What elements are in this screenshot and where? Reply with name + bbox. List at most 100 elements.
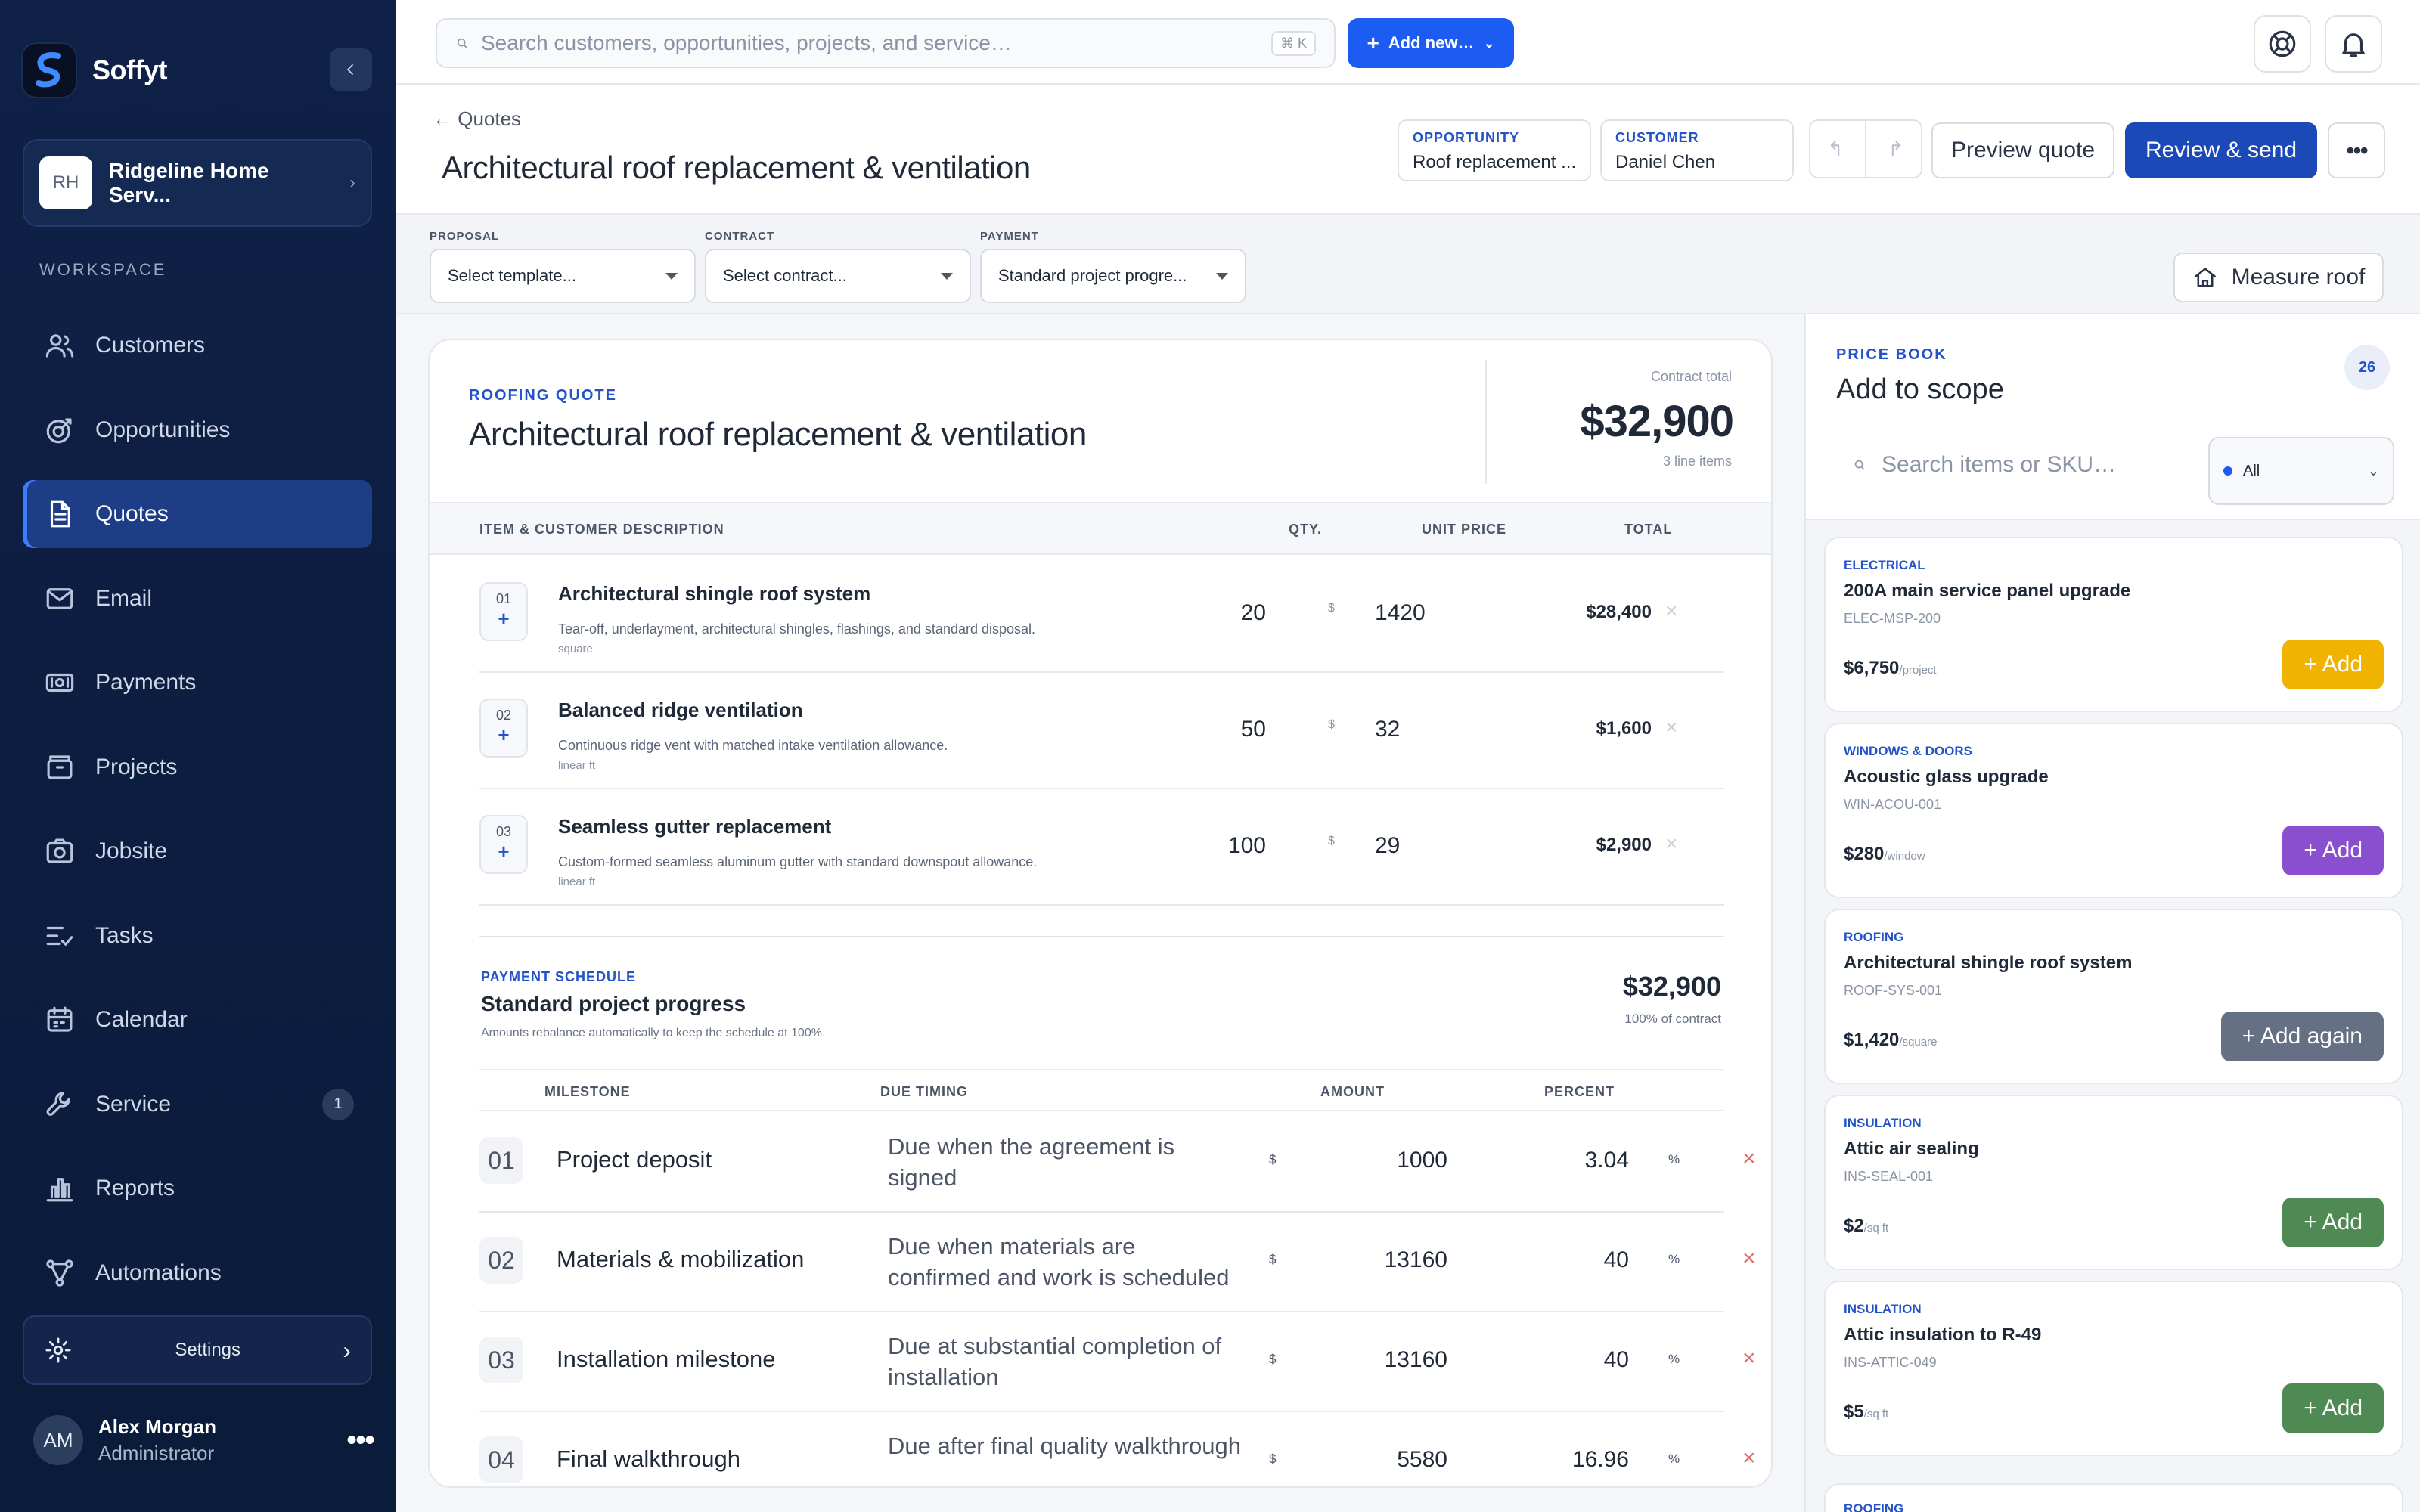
help-button[interactable] <box>2254 15 2311 73</box>
percent-symbol: % <box>1668 1352 1680 1366</box>
item-price-value: $1,420 <box>1844 1030 1900 1050</box>
review-send-button[interactable]: Review & send <box>2125 122 2317 178</box>
due-timing-input[interactable]: Due when materials are confirmed and wor… <box>888 1233 1230 1290</box>
collapse-sidebar-button[interactable] <box>330 48 372 91</box>
quantity-input[interactable]: 50 <box>1240 717 1266 742</box>
sidebar-item-projects[interactable]: Projects <box>23 733 372 801</box>
price-book-item: ROOFING <box>1824 1483 2403 1512</box>
line-item-description[interactable]: Tear-off, underlayment, architectural sh… <box>558 621 1036 637</box>
percent-input[interactable]: 40 <box>1603 1247 1629 1272</box>
line-item-description[interactable]: Custom-formed seamless aluminum gutter w… <box>558 854 1038 869</box>
settings-button[interactable]: Settings › <box>23 1315 372 1385</box>
line-item-name[interactable]: Balanced ridge ventilation <box>558 699 803 721</box>
amount-input[interactable]: 13160 <box>1384 1247 1447 1272</box>
sidebar-item-payments[interactable]: Payments <box>23 649 372 717</box>
sidebar-item-label: Automations <box>95 1259 222 1285</box>
add-item-button[interactable]: + Add <box>2282 1383 2384 1433</box>
more-actions-button[interactable]: ••• <box>2328 122 2385 178</box>
divider <box>1485 360 1487 484</box>
remove-milestone-icon[interactable]: × <box>1742 1346 1756 1371</box>
category-filter-select[interactable]: All ⌄ <box>2208 437 2394 505</box>
milestone-name-input[interactable]: Final walkthrough <box>557 1445 740 1472</box>
sidebar-item-service[interactable]: Service 1 <box>23 1070 372 1139</box>
due-timing-input[interactable]: Due at substantial completion of install… <box>888 1333 1222 1390</box>
add-item-button[interactable]: + Add <box>2282 1198 2384 1247</box>
sidebar-item-customers[interactable]: Customers <box>23 311 372 380</box>
milestone-name-input[interactable]: Installation milestone <box>557 1346 776 1372</box>
notifications-button[interactable] <box>2325 15 2382 73</box>
remove-milestone-icon[interactable]: × <box>1742 1146 1756 1171</box>
briefcase-icon <box>47 754 73 779</box>
redo-button[interactable] <box>1865 119 1922 178</box>
sidebar-item-automations[interactable]: Automations <box>23 1239 372 1307</box>
payment-select[interactable]: PAYMENT Standard project progre... <box>980 230 1246 303</box>
cash-icon <box>45 673 74 692</box>
bar-chart-icon <box>46 1178 73 1202</box>
line-number[interactable]: 03 + <box>479 815 528 874</box>
user-profile[interactable]: AM Alex Morgan Administrator ••• <box>33 1415 375 1465</box>
sidebar-item-opportunities[interactable]: Opportunities <box>23 396 372 464</box>
amount-input[interactable]: 1000 <box>1397 1148 1447 1173</box>
customer-value: Daniel Chen <box>1615 152 1716 172</box>
remove-line-icon[interactable]: × <box>1665 715 1678 739</box>
milestone-name-input[interactable]: Materials & mobilization <box>557 1246 805 1272</box>
remove-milestone-icon[interactable]: × <box>1742 1246 1756 1271</box>
add-again-button[interactable]: + Add again <box>2220 1012 2384 1061</box>
amount-input[interactable]: 5580 <box>1397 1447 1447 1472</box>
due-timing-input[interactable]: Due when the agreement is signed <box>888 1133 1175 1191</box>
milestone-name-input[interactable]: Project deposit <box>557 1146 712 1173</box>
unit-price-input[interactable]: 1420 <box>1375 600 1426 625</box>
keyboard-shortcut: ⌘ K <box>1270 30 1316 56</box>
customer-chip[interactable]: CUSTOMER Daniel Chen <box>1600 119 1794 181</box>
add-new-button[interactable]: + Add new… ⌄ <box>1348 18 1514 68</box>
item-price: $1,420/square <box>1844 1030 1937 1051</box>
column-unit-price: UNIT PRICE <box>1422 522 1507 537</box>
chevron-right-icon: › <box>343 1336 351 1364</box>
sidebar-item-jobsite[interactable]: Jobsite <box>23 817 372 885</box>
more-options-icon[interactable]: ••• <box>346 1423 375 1457</box>
back-to-quotes-link[interactable]: ← Quotes <box>433 107 522 130</box>
line-item-name[interactable]: Architectural shingle roof system <box>558 582 871 605</box>
undo-icon <box>1830 141 1840 157</box>
line-number[interactable]: 02 + <box>479 699 528 758</box>
line-item-name[interactable]: Seamless gutter replacement <box>558 815 832 838</box>
organization-switcher[interactable]: RH Ridgeline Home Serv... › <box>23 139 372 227</box>
line-item-description[interactable]: Continuous ridge vent with matched intak… <box>558 738 948 753</box>
unit-price-input[interactable]: 32 <box>1375 717 1401 742</box>
contract-select[interactable]: CONTRACT Select contract... <box>705 230 971 303</box>
due-timing-input[interactable]: Due after final quality walkthrough <box>888 1433 1241 1459</box>
remove-line-icon[interactable]: × <box>1665 832 1678 855</box>
line-item-unit: square <box>558 643 593 655</box>
line-number[interactable]: 01 + <box>479 582 528 641</box>
percent-input[interactable]: 16.96 <box>1571 1447 1629 1472</box>
house-icon <box>2194 268 2216 287</box>
sidebar-item-email[interactable]: Email <box>23 565 372 633</box>
line-total: $2,900 <box>1596 835 1652 855</box>
preview-quote-button[interactable]: Preview quote <box>1931 122 2114 178</box>
add-item-button[interactable]: + Add <box>2282 640 2384 689</box>
price-book-search-input[interactable]: Search items or SKU… <box>1836 440 2192 490</box>
amount-input[interactable]: 13160 <box>1384 1347 1447 1372</box>
sidebar-item-quotes[interactable]: Quotes <box>23 480 372 548</box>
undo-button[interactable] <box>1809 119 1866 178</box>
remove-milestone-icon[interactable]: × <box>1742 1445 1756 1470</box>
unit-price-input[interactable]: 29 <box>1375 833 1401 858</box>
sidebar-item-tasks[interactable]: Tasks <box>23 902 372 970</box>
sidebar-item-calendar[interactable]: Calendar <box>23 986 372 1054</box>
proposal-select[interactable]: PROPOSAL Select template... <box>430 230 696 303</box>
global-search-input[interactable]: Search customers, opportunities, project… <box>436 18 1336 68</box>
opportunity-chip[interactable]: OPPORTUNITY Roof replacement ... <box>1398 119 1591 181</box>
percent-input[interactable]: 3.04 <box>1584 1148 1629 1173</box>
brand[interactable]: Soffyt <box>23 44 168 97</box>
measure-roof-button[interactable]: Measure roof <box>2173 253 2384 302</box>
currency-symbol: $ <box>1269 1352 1277 1366</box>
percent-input[interactable]: 40 <box>1603 1347 1629 1372</box>
quantity-input[interactable]: 100 <box>1227 833 1266 858</box>
quantity-input[interactable]: 20 <box>1240 600 1266 625</box>
item-category: ROOFING <box>1844 1501 1904 1512</box>
add-item-button[interactable]: + Add <box>2282 826 2384 875</box>
remove-line-icon[interactable]: × <box>1665 599 1678 622</box>
item-price-value: $2 <box>1844 1216 1864 1236</box>
sidebar-item-reports[interactable]: Reports <box>23 1154 372 1222</box>
quote-title[interactable]: Architectural roof replacement & ventila… <box>469 416 1087 453</box>
